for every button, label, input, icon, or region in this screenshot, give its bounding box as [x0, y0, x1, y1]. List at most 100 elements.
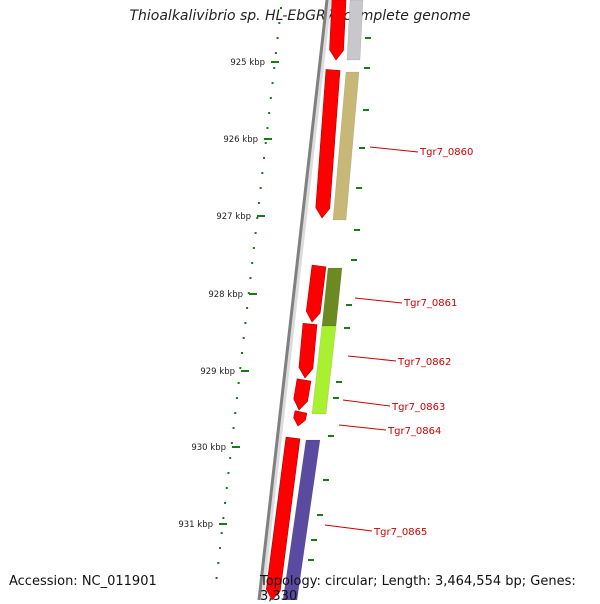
feature-bar-lime: [311, 325, 337, 415]
scale-dot: [263, 157, 266, 159]
scale-label: 930 kbp: [191, 443, 226, 453]
scale-dot: [266, 127, 269, 129]
feature-bar-purple: [282, 439, 321, 600]
label-leader: [347, 355, 397, 362]
gene-label: Tgr7_0863: [391, 402, 445, 413]
gene-label: Tgr7_0860: [419, 147, 473, 158]
gene-track: [266, 0, 347, 600]
scale-dots: [215, 7, 282, 579]
scale-label: 929 kbp: [200, 367, 235, 377]
scale-dot: [276, 37, 279, 39]
scale-dot: [244, 322, 247, 324]
scale-major-ticks: [219, 61, 279, 525]
strand-markers: [308, 37, 371, 561]
scale-dot: [249, 277, 252, 279]
scale-label: 926 kbp: [223, 135, 258, 145]
scale-dot: [220, 532, 223, 534]
label-leader: [324, 524, 373, 532]
scale-major-tick: [271, 61, 279, 63]
strand-marker: [363, 109, 369, 111]
gene-arrow-tgr7-0861: [305, 264, 327, 323]
strand-marker: [323, 479, 329, 481]
label-leader: [338, 424, 387, 431]
backbone-shadow: [258, 0, 332, 600]
strand-marker: [356, 187, 362, 189]
scale-dot: [217, 562, 220, 564]
scale-dot: [230, 442, 233, 444]
gene-arrow-tgr7-0862: [298, 323, 318, 379]
scale-dot: [278, 22, 281, 24]
strand-marker: [328, 435, 334, 437]
gene-label: Tgr7_0861: [403, 298, 457, 309]
gene-arrow-tgr7-0863: [293, 378, 312, 411]
scale-dot: [257, 202, 260, 204]
scale-label: 928 kbp: [208, 290, 243, 300]
scale-dot: [237, 382, 240, 384]
scale-dot: [256, 217, 259, 219]
feature-bar-gray: [346, 0, 364, 61]
gene-label: Tgr7_0865: [373, 527, 427, 538]
scale-label: 927 kbp: [216, 212, 251, 222]
scale-dot: [239, 367, 242, 369]
scale-dot: [229, 457, 232, 459]
scale-dot: [273, 67, 276, 69]
scale-dot: [261, 172, 264, 174]
label-leaders: [324, 146, 419, 532]
strand-marker: [333, 397, 339, 399]
scale-dot: [274, 52, 277, 54]
strand-marker: [336, 381, 342, 383]
scale-dot: [246, 307, 249, 309]
gene-label: Tgr7_0862: [397, 357, 451, 368]
scale-dot: [234, 412, 237, 414]
scale-dot: [247, 292, 250, 294]
feature-bar-khaki: [332, 71, 360, 221]
gene-arrow-tgr7-0860: [315, 69, 341, 219]
scale-dot: [235, 397, 238, 399]
label-leader: [342, 399, 391, 407]
scale-dot: [224, 502, 227, 504]
scale-dot: [251, 262, 254, 264]
strand-marker: [359, 147, 365, 149]
label-leader: [354, 297, 403, 304]
strand-marker: [364, 67, 370, 69]
scale-dot: [268, 112, 271, 114]
scale-major-tick: [264, 138, 272, 140]
feature-track: [282, 0, 364, 600]
strand-marker: [354, 229, 360, 231]
gene-arrow-tgr7-0865: [266, 436, 301, 600]
scale-major-tick: [249, 293, 257, 295]
scale-dot: [232, 427, 235, 429]
scale-dot: [269, 97, 272, 99]
gene-arrow: [329, 0, 347, 61]
scale-dot: [242, 337, 245, 339]
scale-label: 931 kbp: [178, 520, 213, 530]
strand-marker: [351, 259, 357, 261]
accession-text: Accession: NC_011901: [9, 574, 157, 589]
scale-dot: [259, 187, 262, 189]
scale-dot: [271, 82, 274, 84]
strand-marker: [317, 514, 323, 516]
strand-marker: [344, 327, 350, 329]
gene-label: Tgr7_0864: [387, 426, 441, 437]
scale-dot: [241, 352, 244, 354]
scale-major-tick: [232, 446, 240, 448]
strand-marker: [346, 304, 352, 306]
scale-dot: [227, 472, 230, 474]
scale-dot: [252, 247, 255, 249]
scale-major-tick: [219, 523, 227, 525]
scale-dot: [222, 517, 225, 519]
scale-dot: [218, 547, 221, 549]
label-leader: [369, 146, 419, 153]
map-title: Thioalkalivibrio sp. HL-EbGR7, complete …: [129, 8, 471, 24]
scale-labels: 925 kbp 926 kbp 927 kbp 928 kbp 929 kbp 930 k…: [178, 58, 265, 530]
scale-dot: [215, 577, 218, 579]
gene-arrow-tgr7-0864: [293, 410, 308, 427]
scale-dot: [225, 487, 228, 489]
backbone-line: [257, 0, 329, 600]
scale-label: 925 kbp: [230, 58, 265, 68]
scale-dot: [280, 7, 282, 9]
strand-marker: [311, 539, 317, 541]
gene-labels: Tgr7_0860 Tgr7_0861 Tgr7_0862 Tgr7_0863 Tgr7…: [373, 147, 473, 538]
scale-dot: [254, 232, 257, 234]
